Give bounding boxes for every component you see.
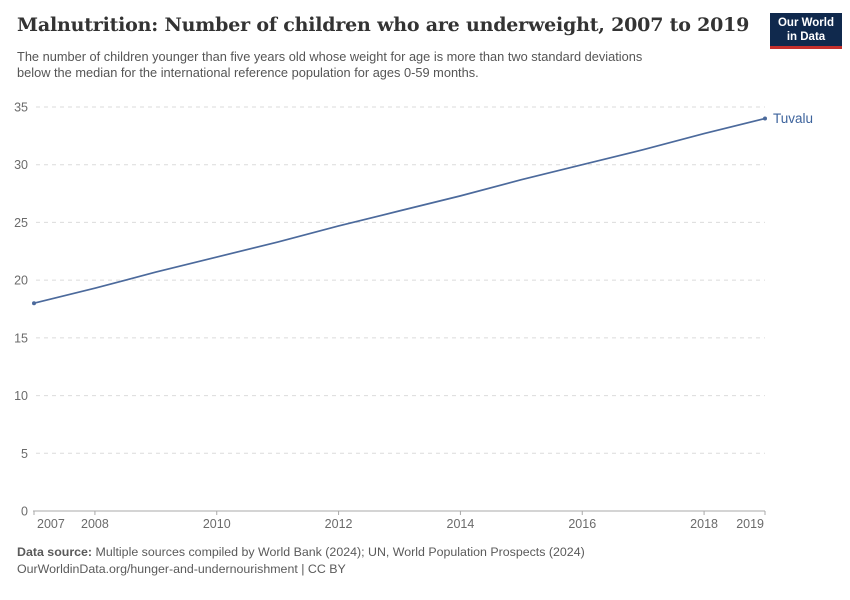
series-label: Tuvalu (773, 111, 813, 126)
chart-footer: Data source: Multiple sources compiled b… (17, 544, 585, 577)
x-tick-label: 2014 (447, 517, 475, 531)
x-tick-label: 2007 (37, 517, 65, 531)
owid-logo[interactable]: Our World in Data (770, 13, 842, 49)
x-tick-label: 2019 (736, 517, 764, 531)
subtitle-line-2: below the median for the international r… (17, 64, 479, 80)
x-tick-label: 2016 (568, 517, 596, 531)
data-source-label: Data source: (17, 545, 93, 559)
x-tick-label: 2008 (81, 517, 109, 531)
series-endpoint-dot (763, 116, 767, 121)
series-line-tuvalu (33, 117, 766, 305)
page-title: Malnutrition: Number of children who are… (17, 14, 750, 36)
owid-logo-line1: Our World (777, 17, 834, 29)
owid-logo-line2: in Data (786, 31, 826, 43)
y-tick-label: 5 (21, 447, 28, 461)
y-tick-label: 0 (21, 505, 28, 519)
y-tick-label: 20 (14, 274, 28, 288)
y-tick-label: 10 (14, 389, 28, 403)
subtitle-line-1: The number of children younger than five… (17, 49, 643, 64)
license-link-line[interactable]: OurWorldinData.org/hunger-and-undernouri… (17, 561, 346, 576)
y-tick-label: 30 (14, 158, 28, 172)
chart-subtitle: The number of children younger than five… (17, 49, 642, 80)
data-source-text: Multiple sources compiled by World Bank … (95, 545, 585, 559)
series-endpoint-dot (32, 301, 36, 306)
x-tick-label: 2012 (325, 517, 353, 531)
data-source-line: Data source: Multiple sources compiled b… (17, 544, 585, 561)
y-tick-label: 35 (14, 101, 28, 115)
x-tick-label: 2010 (203, 517, 231, 531)
line-chart: 0 5 10 15 20 25 30 35 2007 2008 2010 2012 2014 2016 20… (14, 101, 813, 532)
x-tick-label: 2018 (690, 517, 718, 531)
y-tick-label: 25 (14, 216, 28, 230)
y-tick-label: 15 (14, 331, 28, 345)
